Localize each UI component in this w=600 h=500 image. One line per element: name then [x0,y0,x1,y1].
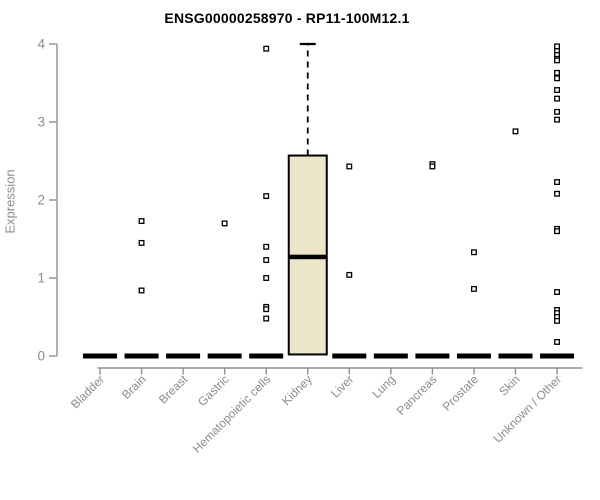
outlier-point [554,95,560,102]
outlier-point [554,43,560,50]
x-tick-label: Prostate [440,372,482,414]
y-tick-label: 1 [37,271,45,286]
outlier-point [346,163,353,170]
outlier-point [263,45,270,52]
zero-median-dash [498,353,533,359]
outlier-point [554,75,560,82]
outlier-point [263,257,270,264]
outlier-point [138,218,145,225]
y-tick-label: 0 [37,349,45,364]
outlier-point [554,116,560,123]
zero-median-dash [166,353,201,359]
outlier-point [138,239,145,246]
x-tick-label: Hematopoietic cells [190,372,273,455]
x-tick-label: Pancreas [394,372,440,418]
zero-median-dash [540,353,575,359]
outlier-point [429,163,436,170]
zero-median-dash [207,353,242,359]
zero-median-dash [249,353,284,359]
outlier-point [263,243,270,250]
x-tick-label: Bladder [68,372,107,411]
zero-median-dash [332,353,367,359]
outlier-point [554,179,560,186]
outlier-point [554,289,560,295]
zero-median-dash [124,353,159,359]
x-tick-label: Brain [119,372,149,402]
zero-median-dash [83,353,117,359]
zero-median-dash [456,353,491,359]
outlier-point [554,190,560,197]
zero-median-dash [373,353,408,359]
outlier-point [554,317,560,324]
outlier-point [554,108,560,115]
x-tick-label: Breast [156,372,191,407]
outlier-point [346,271,353,278]
x-tick-label: Liver [328,372,356,400]
outlier-point [554,228,560,235]
outlier-point [263,193,270,200]
median-line [288,254,327,260]
x-tick-label: Kidney [279,372,315,408]
outlier-point [554,87,560,93]
y-tick-label: 2 [37,193,45,208]
outlier-point [138,287,145,294]
outlier-point [554,69,560,76]
x-tick-label: Gastric [195,372,232,409]
outlier-point [470,285,477,292]
x-tick-label: Lung [369,372,398,401]
outlier-point [512,128,519,135]
outlier-point [221,220,228,227]
chart-title: ENSG00000258970 - RP11-100M12.1 [164,10,410,26]
outlier-point [554,57,560,64]
y-tick-label: 3 [37,115,45,130]
outlier-point [554,339,560,345]
y-tick-label: 4 [37,37,45,52]
outlier-point [263,315,270,322]
outlier-point [470,249,477,256]
x-tick-label: Skin [496,372,522,398]
outlier-point [263,306,270,313]
outlier-point [263,275,270,281]
zero-median-dash [415,353,450,359]
